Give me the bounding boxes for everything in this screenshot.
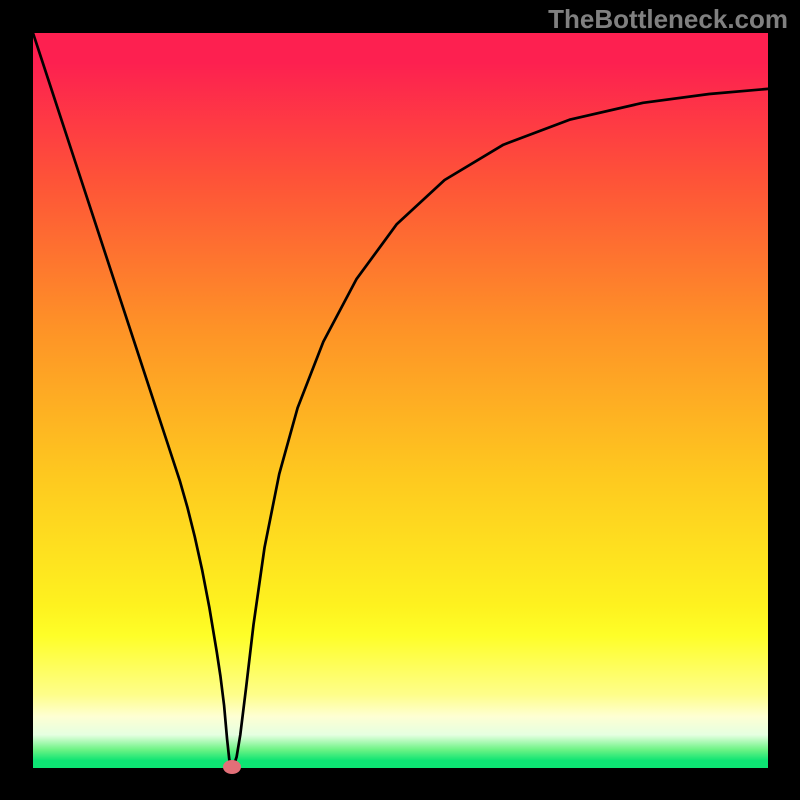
bottleneck-curve <box>33 33 768 767</box>
chart-container: TheBottleneck.com <box>0 0 800 800</box>
plot-area <box>33 33 768 768</box>
curve-layer <box>33 33 768 768</box>
watermark-text: TheBottleneck.com <box>548 4 788 35</box>
bottleneck-marker <box>223 760 241 774</box>
